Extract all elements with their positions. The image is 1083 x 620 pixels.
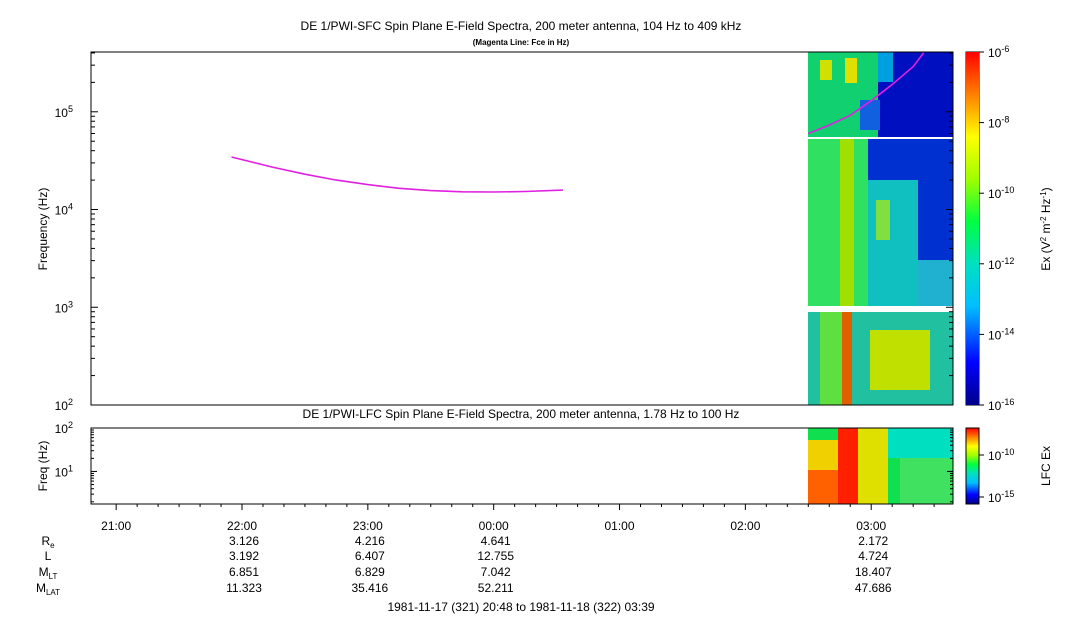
ephemeris-value: 35.416: [351, 581, 388, 595]
ephemeris-value: 11.323: [226, 581, 262, 595]
top-colorbar-tick-label: 10-12: [988, 256, 1014, 272]
top-y-tick-label: 102: [55, 397, 73, 413]
ephemeris-value: 4.216: [355, 534, 385, 548]
ephemeris-value: 4.641: [481, 534, 511, 548]
bottom-colorbar-label: LFC Ex: [1039, 446, 1053, 486]
bottom-panel-frame: [90, 427, 954, 505]
top-panel-title: DE 1/PWI-SFC Spin Plane E-Field Spectra,…: [301, 19, 742, 33]
top-colorbar-tick-label: 10-10: [988, 185, 1014, 201]
bottom-colorbar-tick-label: 10-10: [988, 447, 1014, 463]
x-tick-label: 22:00: [227, 519, 257, 533]
ephemeris-value: 12.755: [477, 549, 514, 563]
top-panel-frame: [90, 51, 954, 406]
bottom-y-tick-label: 101: [55, 463, 73, 479]
top-y-axis-label: Frequency (Hz): [36, 188, 50, 271]
ephemeris-value: 3.192: [229, 549, 259, 563]
top-colorbar-tick-label: 10-6: [988, 44, 1009, 60]
ephemeris-value: 7.042: [481, 565, 511, 579]
top-colorbar: [966, 52, 979, 405]
bottom-y-axis-label: Freq (Hz): [36, 441, 50, 492]
top-y-tick-label: 104: [55, 202, 73, 218]
bottom-colorbar-tick-label: 10-15: [988, 489, 1014, 505]
bottom-colorbar-frame: [965, 427, 980, 505]
top-colorbar-tick-label: 10-14: [988, 326, 1014, 342]
x-tick-label: 02:00: [730, 519, 760, 533]
bottom-panel-title: DE 1/PWI-LFC Spin Plane E-Field Spectra,…: [303, 407, 740, 421]
fce-line-1: [808, 52, 925, 135]
x-tick-label: 03:00: [856, 519, 886, 533]
top-colorbar-tick-label: 10-8: [988, 115, 1009, 131]
x-tick-label: 23:00: [353, 519, 383, 533]
ephemeris-value: 2.172: [858, 534, 888, 548]
ephemeris-value: 52.211: [478, 581, 514, 595]
ephemeris-value: 6.829: [355, 565, 385, 579]
top-y-tick-label: 105: [55, 104, 73, 120]
ephemeris-row-label: MLAT: [36, 581, 60, 597]
sfc-spectrogram: [808, 52, 953, 405]
ephemeris-value: 18.407: [855, 565, 892, 579]
top-panel-subtitle: (Magenta Line: Fce in Hz): [473, 38, 570, 47]
fce-line-0: [231, 156, 563, 193]
ephemeris-value: 6.851: [229, 565, 259, 579]
time-range-caption: 1981-11-17 (321) 20:48 to 1981-11-18 (32…: [387, 600, 654, 614]
top-colorbar-label: Ex (V2 m-2 Hz-1): [1039, 187, 1053, 270]
ephemeris-row-label: L: [45, 549, 52, 563]
ephemeris-row-label: Re: [41, 534, 55, 550]
ephemeris-row-label: MLT: [39, 565, 58, 581]
x-tick-label: 00:00: [479, 519, 509, 533]
bottom-y-tick-label: 102: [55, 420, 73, 436]
ephemeris-value: 47.686: [855, 581, 892, 595]
top-colorbar-tick-label: 10-16: [988, 397, 1014, 413]
ephemeris-value: 4.724: [858, 549, 888, 563]
fce-lines: [231, 52, 925, 193]
bottom-colorbar: [966, 428, 979, 504]
x-tick-label: 01:00: [605, 519, 635, 533]
lfc-spectrogram: [808, 428, 953, 504]
ephemeris-value: 6.407: [355, 549, 385, 563]
top-y-tick-label: 103: [55, 299, 73, 315]
ephemeris-value: 3.126: [229, 534, 259, 548]
x-tick-label: 21:00: [101, 519, 131, 533]
